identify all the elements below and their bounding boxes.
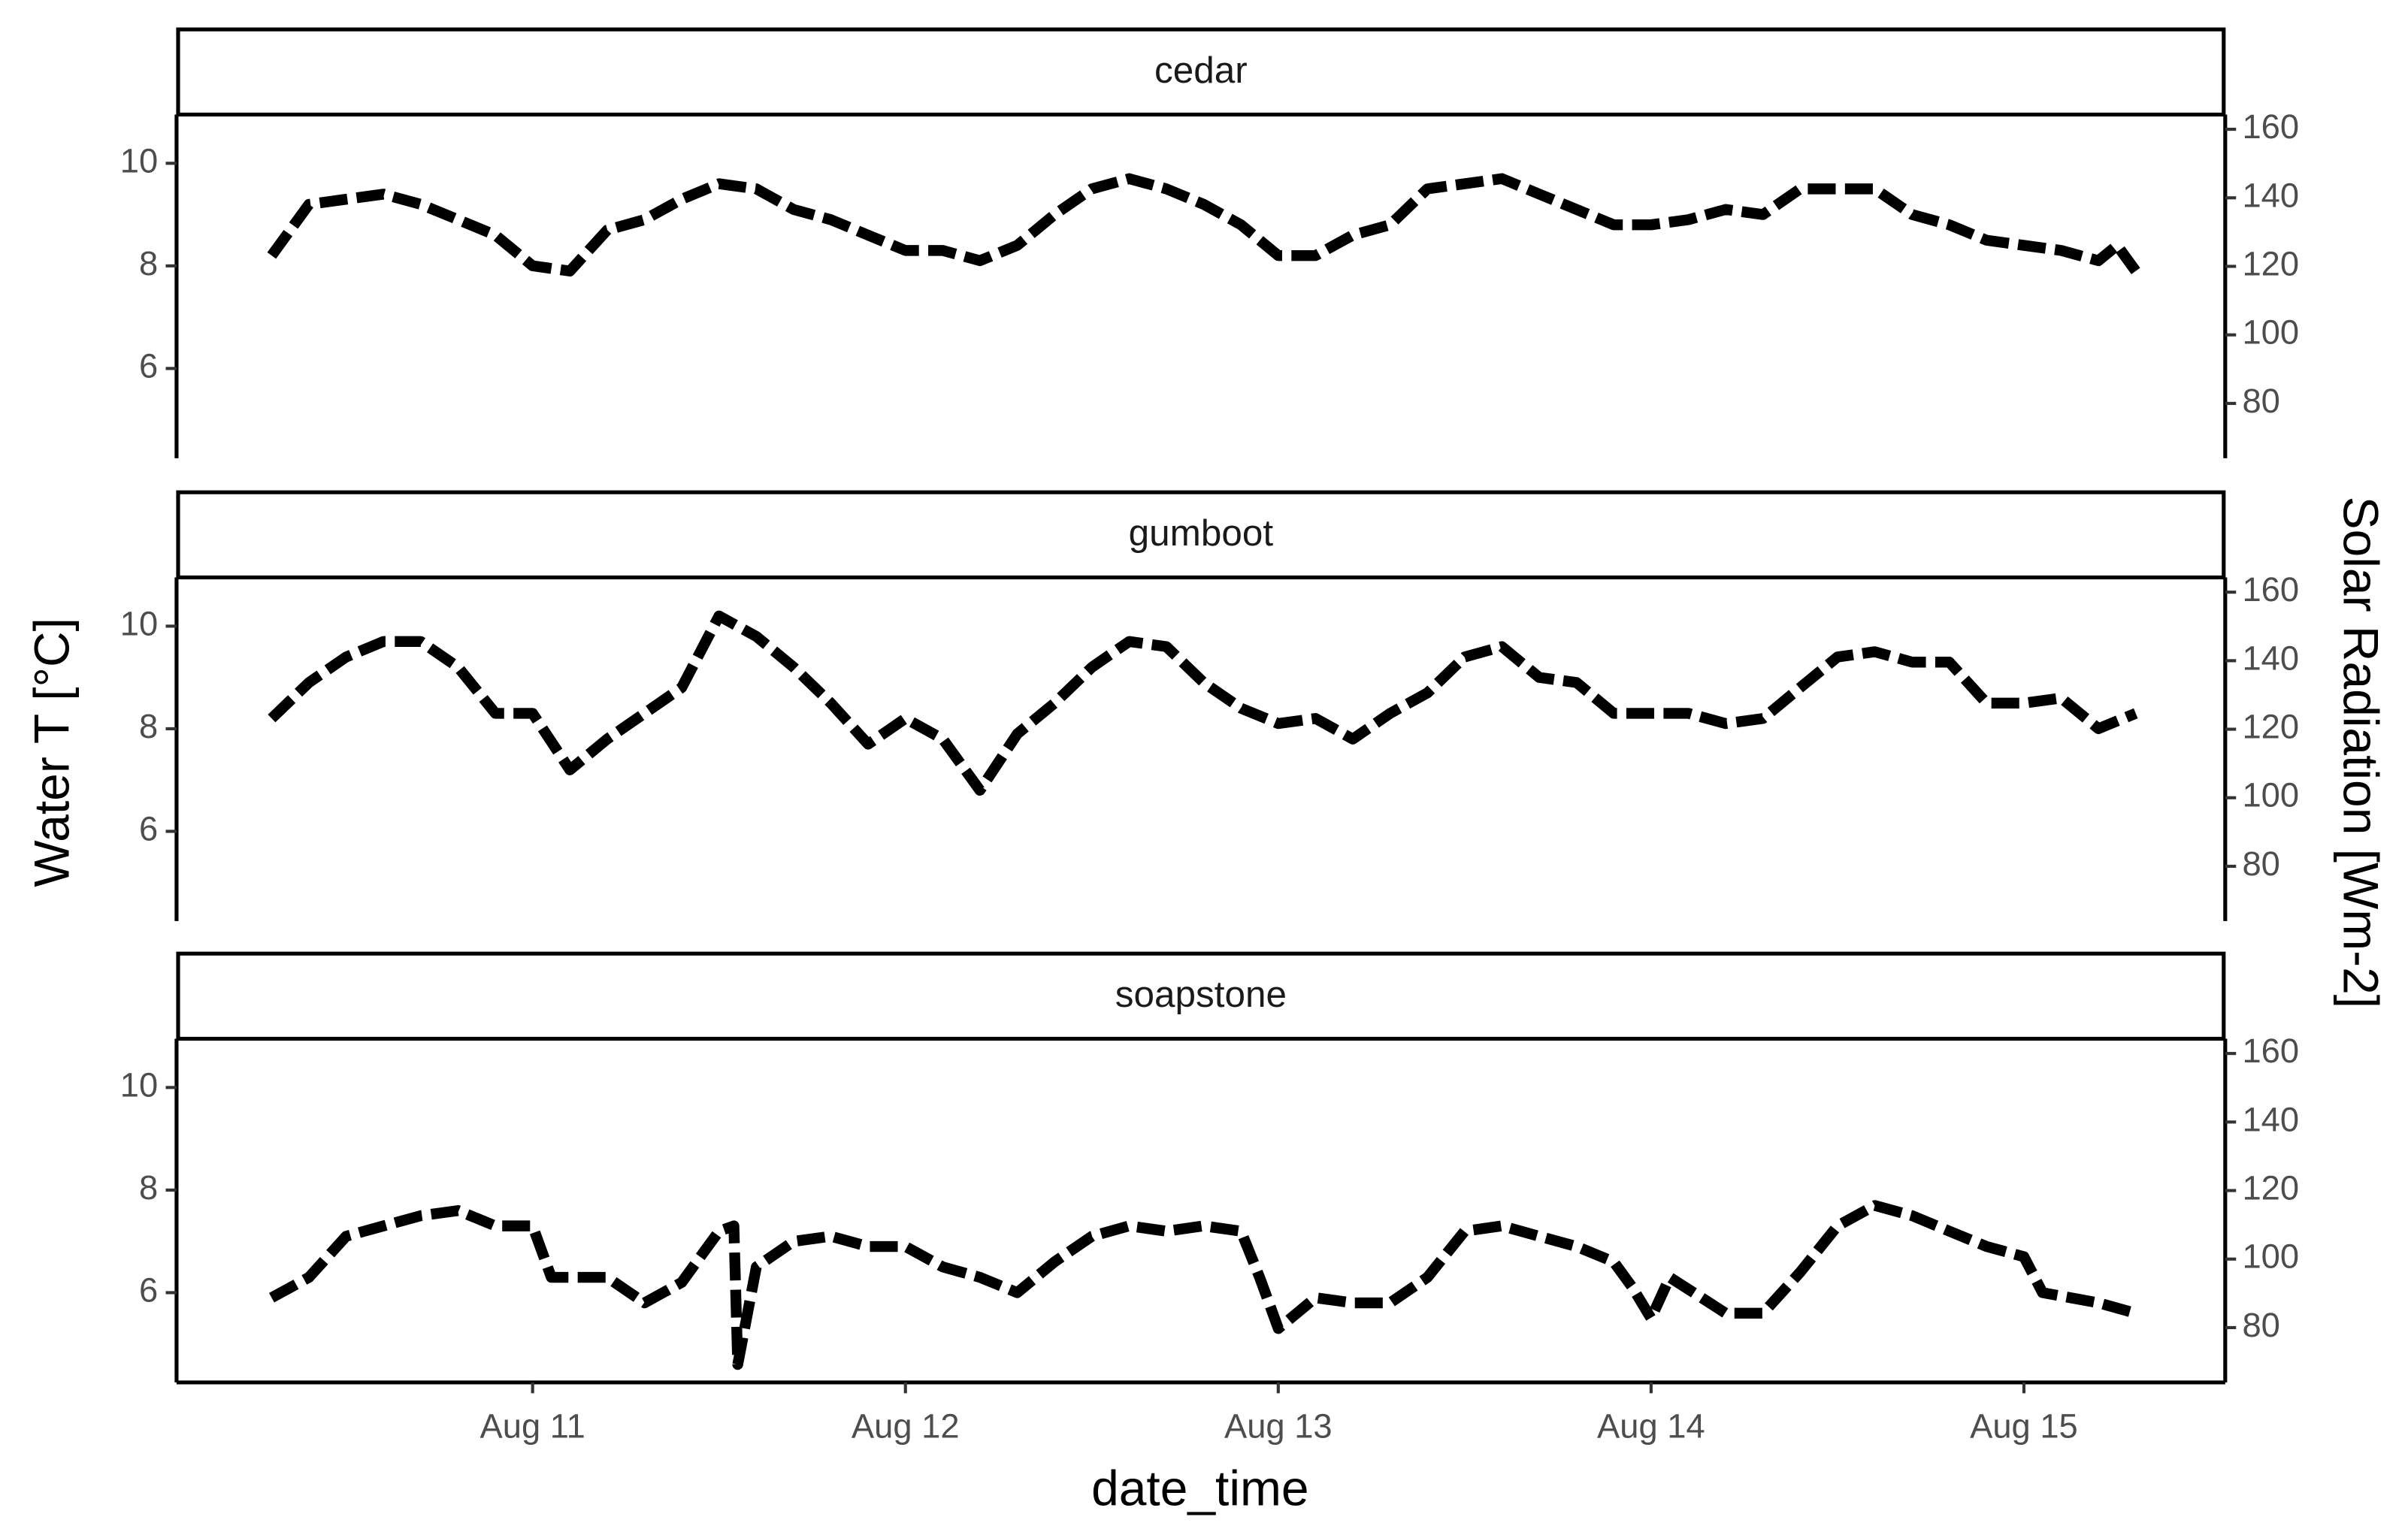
data-line <box>268 1200 2137 1370</box>
y2-tick-label: 100 <box>2242 313 2299 352</box>
strip <box>176 27 2226 117</box>
strip-label: gumboot <box>1129 512 1274 554</box>
y2-tick-label: 100 <box>2242 776 2299 814</box>
data-line <box>267 173 2140 276</box>
y2-tick-label: 140 <box>2242 1100 2299 1138</box>
y2-tick-label: 140 <box>2242 176 2299 214</box>
strip-label: cedar <box>1154 50 1248 91</box>
y-axis-title: Water T [°C] <box>24 618 80 887</box>
y2-tick-label: 140 <box>2242 639 2299 677</box>
y2-tick-label: 120 <box>2242 244 2299 283</box>
y2-tick-label: 80 <box>2242 845 2279 883</box>
y-tick-label: 6 <box>139 1271 158 1309</box>
strip <box>176 951 2226 1041</box>
y2-tick-label: 160 <box>2242 1032 2299 1070</box>
x-tick-label: Aug 13 <box>1224 1407 1333 1446</box>
data-line <box>268 610 2138 796</box>
y2-tick-label: 100 <box>2242 1237 2299 1276</box>
strip-label: soapstone <box>1115 974 1287 1015</box>
y2-tick-label: 160 <box>2242 107 2299 146</box>
x-tick-label: Aug 14 <box>1597 1407 1705 1446</box>
y-tick-label: 6 <box>139 346 158 385</box>
y-tick-label: 8 <box>139 244 158 283</box>
y-tick-label: 6 <box>139 809 158 848</box>
x-axis-title: date_time <box>1091 1461 1309 1516</box>
y2-tick-label: 80 <box>2242 1306 2279 1344</box>
y2-tick-label: 80 <box>2242 382 2279 420</box>
x-tick-label: Aug 15 <box>1970 1407 2078 1446</box>
strip <box>176 490 2226 580</box>
y-tick-label: 10 <box>120 1065 158 1104</box>
y2-tick-label: 120 <box>2242 1169 2299 1207</box>
y2-tick-label: 120 <box>2242 708 2299 746</box>
x-tick-label: Aug 12 <box>852 1407 960 1446</box>
y-tick-label: 10 <box>120 141 158 180</box>
y-tick-label: 8 <box>139 1168 158 1207</box>
x-tick-label: Aug 11 <box>480 1407 585 1446</box>
y-tick-label: 10 <box>120 604 158 642</box>
y2-tick-label: 160 <box>2242 570 2299 609</box>
y-tick-label: 8 <box>139 707 158 745</box>
y2-axis-title: Solar Radiation [Wm-2] <box>2334 497 2389 1008</box>
